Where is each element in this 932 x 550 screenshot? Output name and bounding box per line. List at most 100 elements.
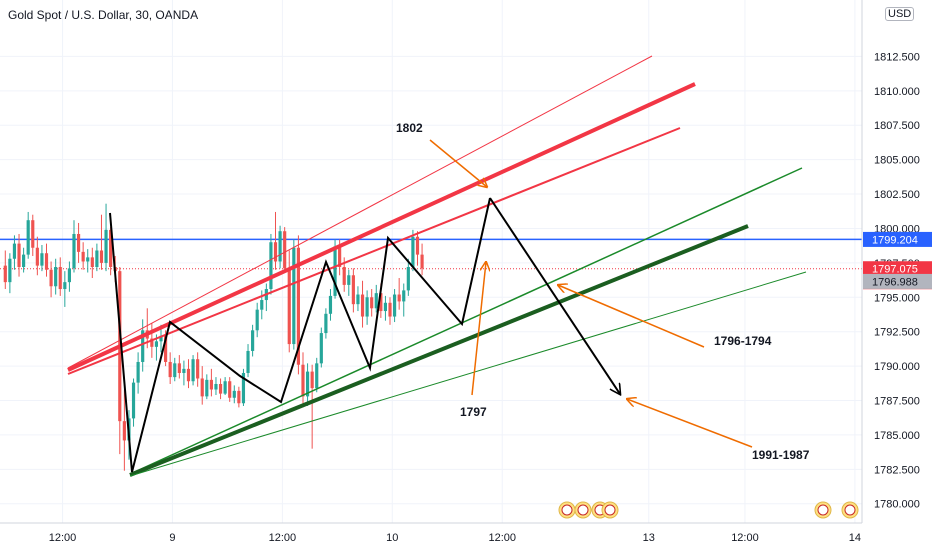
candle <box>383 295 388 321</box>
candle <box>209 368 213 397</box>
candle <box>241 368 246 407</box>
candle <box>301 352 305 408</box>
candle <box>67 261 71 292</box>
candle <box>255 302 259 338</box>
time-tick-label: 9 <box>169 532 175 544</box>
price-tick-label: 1805.000 <box>874 155 920 167</box>
price-tick-label: 1802.500 <box>874 189 920 201</box>
candle <box>351 268 355 313</box>
time-tick-label: 10 <box>386 532 398 544</box>
arrow-1802[interactable] <box>429 139 487 187</box>
candle <box>411 229 415 272</box>
green-trendline-upper[interactable] <box>129 167 803 475</box>
green-trendline-thin[interactable] <box>129 271 807 477</box>
candle <box>360 280 365 328</box>
candle <box>402 283 406 317</box>
candle <box>319 327 323 368</box>
candle <box>173 357 177 382</box>
price-tick-label: 1795.000 <box>874 292 920 304</box>
candle <box>374 284 378 313</box>
annotation-1991-1987: 1991-1987 <box>752 448 810 462</box>
time-tick-label: 12:00 <box>731 532 759 544</box>
candle <box>177 355 181 379</box>
arrow-1796-1794[interactable] <box>558 285 705 348</box>
svg-text:1797.075: 1797.075 <box>872 264 918 276</box>
candle <box>228 377 232 402</box>
time-axis[interactable]: 12:00 9 12:00 10 12:00 13 12:00 14 <box>49 532 861 544</box>
candle <box>406 258 410 296</box>
svg-text:1796.988: 1796.988 <box>872 276 918 288</box>
candle <box>90 247 94 279</box>
price-tick-label: 1810.000 <box>874 86 920 98</box>
candle <box>278 225 282 269</box>
time-tick-label: 12:00 <box>49 532 77 544</box>
currency-button[interactable]: USD <box>885 7 915 21</box>
candle <box>420 243 424 276</box>
arrow-1991-1987[interactable] <box>627 399 753 448</box>
candle <box>35 236 39 276</box>
projection-arrow[interactable] <box>489 197 620 394</box>
candle <box>365 290 369 325</box>
candle <box>58 257 62 296</box>
candle <box>168 352 172 384</box>
candle <box>49 261 53 298</box>
candle <box>214 377 218 396</box>
candle <box>40 244 44 272</box>
candle <box>104 203 108 272</box>
annotation-1796-1794: 1796-1794 <box>714 334 772 348</box>
candle <box>81 242 85 270</box>
candle <box>315 357 319 393</box>
time-tick-label: 12:00 <box>269 532 297 544</box>
candle <box>370 289 374 317</box>
price-tick-label: 1782.500 <box>874 464 920 476</box>
time-tick-label: 13 <box>643 532 655 544</box>
candle <box>205 374 209 400</box>
green-trendline-bold[interactable] <box>129 224 749 477</box>
price-tick-label: 1807.500 <box>874 120 920 132</box>
red-trendline-bold[interactable] <box>67 82 696 372</box>
candle <box>305 363 310 407</box>
red-trendline-mid[interactable] <box>67 127 681 375</box>
annotation-1802: 1802 <box>396 121 423 135</box>
candle <box>393 289 397 323</box>
candle <box>292 239 296 350</box>
candle <box>31 214 35 256</box>
candle <box>26 211 30 259</box>
candle <box>12 235 17 270</box>
price-tick-label: 1780.000 <box>874 499 920 511</box>
candle <box>109 227 113 276</box>
candle <box>273 211 278 270</box>
candle <box>223 377 227 396</box>
candle <box>415 231 420 266</box>
price-path-zigzag[interactable] <box>109 197 491 473</box>
time-tick-label: 12:00 <box>488 532 516 544</box>
candle <box>122 389 126 471</box>
candle <box>8 253 12 294</box>
svg-text:1799.204: 1799.204 <box>872 234 918 246</box>
candle <box>44 243 49 277</box>
candle <box>72 220 76 273</box>
candle <box>283 227 287 273</box>
candle <box>22 247 26 273</box>
arrow-1797[interactable] <box>471 262 486 396</box>
candle <box>397 278 401 310</box>
candle <box>296 235 300 375</box>
candle <box>136 352 140 394</box>
candle <box>251 324 255 357</box>
candle <box>269 233 273 295</box>
red-trendline-thin-top[interactable] <box>67 55 653 369</box>
candle <box>131 378 136 427</box>
candle <box>328 289 333 321</box>
candle <box>95 243 99 272</box>
economic-events[interactable] <box>558 501 859 519</box>
candle <box>356 286 360 312</box>
time-tick-label: 14 <box>849 532 861 544</box>
price-tick-label: 1792.500 <box>874 327 920 339</box>
candle <box>388 297 392 325</box>
candle <box>118 267 122 455</box>
candle <box>191 355 195 386</box>
price-tick-label: 1812.500 <box>874 51 920 63</box>
candle <box>86 249 90 273</box>
price-tick-label: 1785.000 <box>874 430 920 442</box>
